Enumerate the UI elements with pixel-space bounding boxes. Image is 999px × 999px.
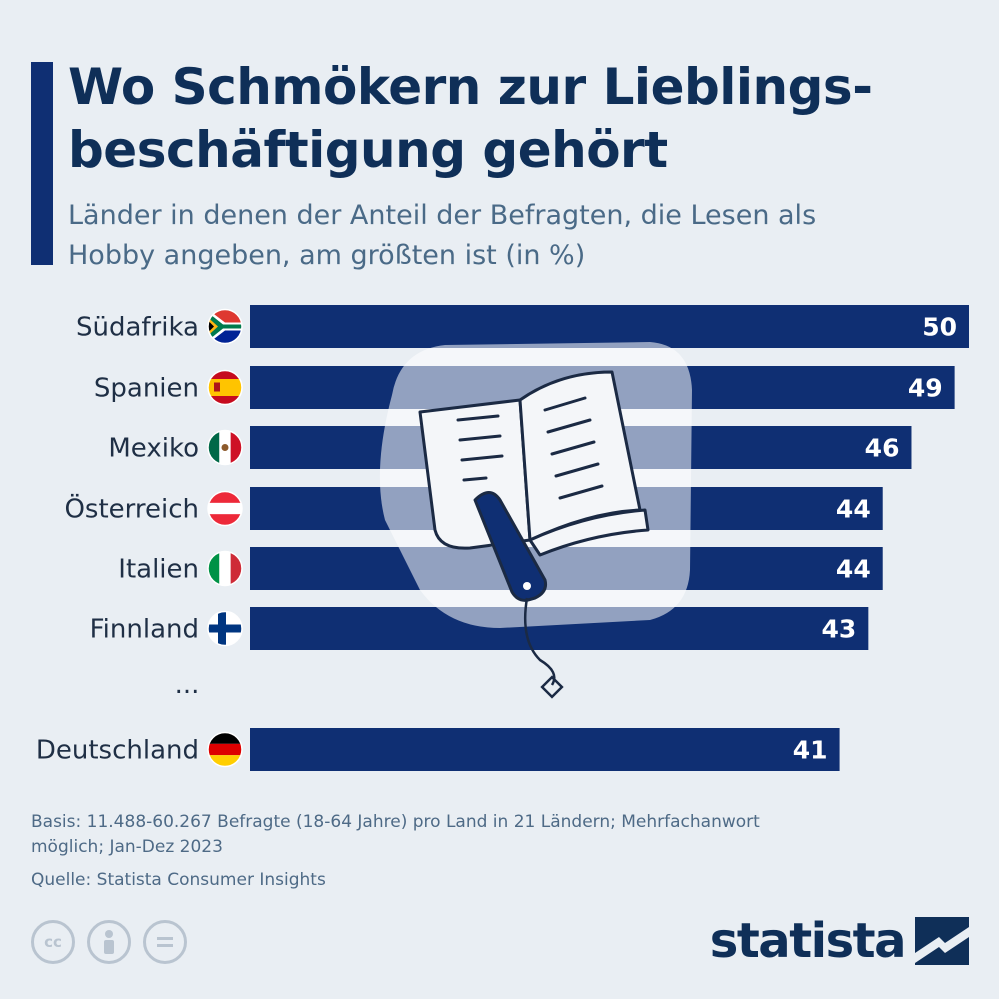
attribution-icon[interactable]	[87, 920, 131, 964]
bar-value-label: 49	[908, 374, 943, 403]
cc-icon[interactable]: cc	[31, 920, 75, 964]
brand-name: statista	[709, 913, 907, 969]
category-label: Österreich	[64, 493, 199, 525]
bar-value-label: 50	[922, 313, 957, 342]
source-note: Quelle: Statista Consumer Insights	[31, 870, 326, 890]
category-label: Spanien	[94, 374, 199, 404]
bar-value-label: 41	[793, 736, 828, 765]
bar-chart: 50 Südafrika 49 Spanien 46 Mexiko 44 Österreich…	[36, 305, 969, 771]
chart-notes: Basis: 11.488-60.267 Befragte (18-64 Jah…	[31, 810, 791, 893]
book-illustration	[379, 342, 692, 699]
category-label: Italien	[118, 555, 199, 585]
gap-ellipsis: ...	[175, 670, 200, 700]
flag-icon	[207, 610, 243, 647]
flag-icon	[207, 308, 243, 345]
basis-note: Basis: 11.488-60.267 Befragte (18-64 Jah…	[31, 812, 760, 857]
chart-subtitle: Länder in denen der Anteil der Befragten…	[68, 200, 817, 271]
no-derivatives-icon[interactable]	[143, 920, 187, 964]
category-label: Deutschland	[36, 736, 199, 766]
flag-icon	[207, 429, 243, 466]
bar	[250, 305, 969, 348]
bar	[250, 728, 840, 771]
flag-icon	[207, 731, 243, 768]
flag-icon	[207, 490, 243, 527]
flag-icon	[207, 550, 243, 587]
bar-value-label: 44	[836, 555, 871, 584]
category-label: Finnland	[90, 615, 199, 645]
category-label: Mexiko	[108, 434, 199, 464]
bar-value-label: 46	[865, 434, 900, 463]
flag-icon	[207, 369, 243, 406]
bar-value-label: 44	[836, 495, 871, 524]
title-accent-bar	[31, 62, 53, 265]
license-icons: cc	[31, 920, 187, 964]
chart-title: Wo Schmökern zur Lieblings-beschäftigung…	[68, 58, 873, 179]
statista-logo-icon	[915, 917, 969, 965]
category-label: Südafrika	[76, 313, 199, 343]
statista-logo[interactable]: statista	[710, 913, 969, 969]
bar-value-label: 43	[822, 615, 857, 644]
